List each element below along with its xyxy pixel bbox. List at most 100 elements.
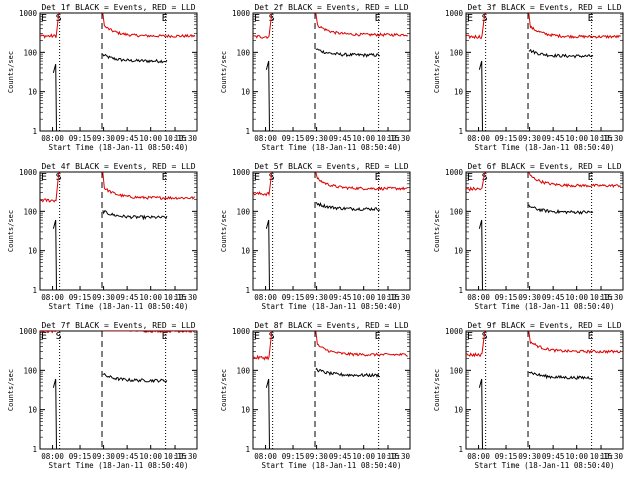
lld-trace-post [528, 172, 622, 188]
plot-frame [39, 12, 198, 132]
x-tick-label: 09:45 [542, 293, 565, 302]
y-tick-label: 100 [23, 48, 37, 57]
x-tick-label: 10:00 [352, 134, 375, 143]
x-tick-label: 09:45 [329, 452, 352, 461]
lld-trace-pre [253, 13, 273, 39]
panel-title: Det 3f BLACK = Events, RED = LLD [467, 3, 621, 12]
x-tick-label: 10:15 [590, 134, 613, 143]
x-tick-label: 10:30 [600, 293, 623, 302]
x-axis-label: Start Time (18-Jan-11 08:50:40) [49, 461, 189, 470]
y-tick-label: 1 [32, 127, 37, 136]
y-tick-label: 100 [449, 48, 463, 57]
events-trace-post [102, 210, 168, 221]
y-axis-label: Counts/sec [220, 210, 228, 252]
x-tick-label: 10:30 [387, 134, 410, 143]
x-tick-label: 08:00 [41, 293, 64, 302]
panel-title: Det 2f BLACK = Events, RED = LLD [254, 3, 408, 12]
x-tick-label: 08:00 [41, 452, 64, 461]
y-tick-label: 10 [28, 247, 38, 256]
marker-e-right: E [375, 13, 381, 24]
x-tick-label: 10:30 [600, 134, 623, 143]
marker-e-left: E [41, 331, 47, 342]
marker-e-left: E [467, 13, 473, 24]
events-trace-post [528, 48, 594, 59]
detector-panel-2: Det 2f BLACK = Events, RED = LLD 1 10 100 10… [220, 3, 411, 152]
x-axis-label: Start Time (18-Jan-11 08:50:40) [475, 143, 615, 152]
lld-trace-post [315, 172, 409, 191]
events-trace-pre [478, 219, 483, 290]
y-tick-label: 1000 [232, 327, 251, 336]
events-trace-pre [52, 378, 57, 449]
y-tick-label: 100 [236, 48, 250, 57]
x-tick-label: 09:15 [69, 293, 92, 302]
y-tick-label: 100 [449, 366, 463, 375]
x-tick-label: 10:00 [352, 452, 375, 461]
marker-e-left: E [467, 172, 473, 183]
detector-panel-8: Det 8f BLACK = Events, RED = LLD 1 10 100 10… [220, 321, 411, 470]
y-tick-label: 10 [241, 88, 251, 97]
x-tick-label: 08:00 [467, 293, 490, 302]
x-tick-label: 08:00 [254, 293, 277, 302]
x-tick-label: 10:15 [590, 452, 613, 461]
marker-e-left: E [254, 331, 260, 342]
y-tick-label: 100 [236, 207, 250, 216]
y-tick-label: 1000 [232, 168, 251, 177]
y-tick-label: 1000 [445, 168, 464, 177]
marker-e-left: E [254, 172, 260, 183]
lld-trace-post [102, 172, 196, 200]
x-tick-label: 10:00 [139, 452, 162, 461]
lld-trace-pre [253, 331, 273, 361]
marker-e-right: E [375, 172, 381, 183]
x-tick-label: 10:30 [174, 134, 197, 143]
detector-panel-7: Det 7f BLACK = Events, RED = LLD 1 10 100 10… [7, 321, 198, 470]
lld-trace-post [102, 13, 196, 39]
events-trace-pre [52, 64, 57, 131]
panel-title: Det 1f BLACK = Events, RED = LLD [41, 3, 195, 12]
events-trace-post [528, 204, 594, 215]
events-trace-post [315, 367, 380, 378]
x-tick-label: 10:15 [164, 452, 187, 461]
y-tick-label: 100 [449, 207, 463, 216]
detector-panel-3: Det 3f BLACK = Events, RED = LLD 1 10 100 10… [433, 3, 624, 152]
x-tick-label: 10:15 [377, 134, 400, 143]
x-tick-label: 09:30 [518, 293, 541, 302]
x-tick-label: 09:15 [495, 293, 518, 302]
x-tick-label: 10:00 [565, 134, 588, 143]
y-axis-label: Counts/sec [7, 51, 15, 93]
events-trace-pre [478, 60, 483, 131]
y-tick-label: 1000 [445, 9, 464, 18]
y-tick-label: 10 [241, 406, 251, 415]
x-tick-label: 10:30 [174, 452, 197, 461]
y-tick-label: 10 [454, 247, 464, 256]
x-axis-label: Start Time (18-Jan-11 08:50:40) [262, 461, 402, 470]
detector-panel-5: Det 5f BLACK = Events, RED = LLD 1 10 100 10… [220, 162, 411, 311]
y-tick-label: 10 [28, 88, 38, 97]
x-axis-label: Start Time (18-Jan-11 08:50:40) [262, 143, 402, 152]
y-tick-label: 1 [458, 445, 463, 454]
marker-e-left: E [41, 172, 47, 183]
x-tick-label: 10:30 [174, 293, 197, 302]
x-axis-label: Start Time (18-Jan-11 08:50:40) [49, 302, 189, 311]
y-tick-label: 1 [458, 286, 463, 295]
x-tick-label: 09:15 [495, 452, 518, 461]
marker-e-right: E [162, 13, 168, 24]
lld-trace-pre [253, 172, 273, 197]
x-tick-label: 08:00 [467, 134, 490, 143]
x-tick-label: 10:00 [139, 293, 162, 302]
events-trace-pre [265, 60, 270, 131]
y-tick-label: 100 [236, 366, 250, 375]
x-tick-label: 09:45 [116, 134, 139, 143]
x-tick-label: 09:15 [69, 452, 92, 461]
x-tick-label: 10:15 [377, 293, 400, 302]
marker-e-right: E [162, 331, 168, 342]
lld-trace-pre [466, 13, 486, 40]
x-tick-label: 09:45 [329, 293, 352, 302]
x-tick-label: 09:30 [92, 134, 115, 143]
plot-frame [252, 12, 411, 132]
marker-e-right: E [588, 172, 594, 183]
y-tick-label: 1000 [19, 9, 38, 18]
y-tick-label: 1 [245, 127, 250, 136]
events-trace-pre [265, 378, 270, 449]
y-tick-label: 1000 [19, 168, 38, 177]
lld-trace-pre [40, 172, 60, 203]
